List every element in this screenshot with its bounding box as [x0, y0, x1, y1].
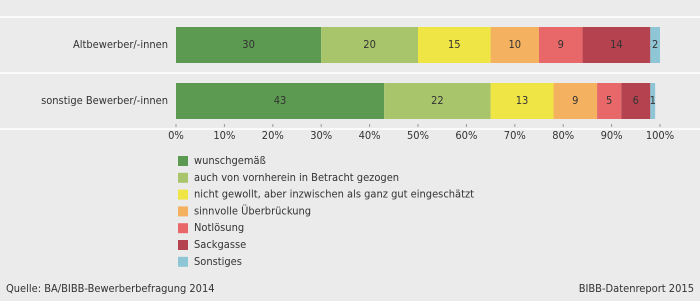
x-tick-label: 100%: [646, 129, 674, 142]
bar-segment: [621, 83, 651, 119]
legend-swatch: [178, 223, 188, 234]
bar-segment: [490, 83, 554, 119]
legend-swatch: [178, 206, 188, 217]
x-tick-label: 80%: [552, 129, 574, 142]
data-label: 14: [610, 38, 623, 51]
bar-segment: [176, 83, 385, 119]
data-label: 43: [274, 94, 287, 107]
data-label: 6: [633, 94, 639, 107]
bar-segment: [582, 27, 651, 63]
y-tick-label: Altbewerber/-innen: [73, 38, 168, 51]
legend-label: wunschgemäß: [194, 154, 266, 167]
bar-segment: [553, 83, 598, 119]
legend-label: Sackgasse: [194, 238, 246, 251]
bar-segment: [597, 83, 622, 119]
data-label: 22: [431, 94, 444, 107]
data-label: 30: [242, 38, 255, 51]
y-tick-label: sonstige Bewerber/-innen: [41, 94, 168, 107]
legend-swatch: [178, 240, 188, 250]
legend-swatch: [178, 189, 188, 200]
legend-label: Sonstiges: [194, 255, 242, 268]
data-label: 9: [558, 38, 564, 51]
source: Quelle: BA/BIBB-Bewerberbefragung 2014: [6, 282, 215, 295]
data-label: 15: [448, 38, 461, 51]
x-tick-label: 20%: [262, 129, 284, 142]
data-label: 9: [572, 94, 578, 107]
data-label: 20: [363, 38, 376, 51]
bar-segment: [490, 27, 539, 63]
legend-label: sinnvolle Überbrückung: [194, 204, 311, 217]
legend-label: nicht gewollt, aber inzwischen als ganz …: [194, 188, 474, 201]
bar-segment: [176, 27, 322, 63]
data-label: 2: [652, 38, 658, 51]
bar-segment: [418, 27, 491, 63]
data-label: 5: [606, 94, 612, 107]
x-tick-label: 70%: [504, 129, 526, 142]
bar-segment: [650, 83, 656, 119]
legend-label: auch von vornherein in Betracht gezogen: [194, 171, 399, 184]
data-label: 10: [509, 38, 522, 51]
legend-swatch: [178, 256, 188, 267]
bar-segment: [650, 27, 660, 63]
data-label: 13: [516, 94, 529, 107]
x-tick-label: 40%: [359, 129, 381, 142]
data-label: 1: [650, 94, 656, 107]
x-tick-label: 0%: [168, 129, 184, 142]
x-tick-label: 50%: [407, 129, 429, 142]
bar-segment: [321, 27, 418, 63]
x-tick-label: 60%: [455, 129, 477, 142]
legend-swatch: [178, 156, 188, 166]
bar-segment: [384, 83, 491, 119]
credit: BIBB-Datenreport 2015: [579, 282, 694, 295]
x-tick-label: 10%: [213, 129, 235, 142]
x-tick-label: 30%: [310, 129, 332, 142]
legend-swatch: [178, 172, 188, 183]
bar-segment: [539, 27, 583, 63]
legend-label: Notlösung: [194, 221, 244, 234]
x-tick-label: 90%: [601, 129, 623, 142]
